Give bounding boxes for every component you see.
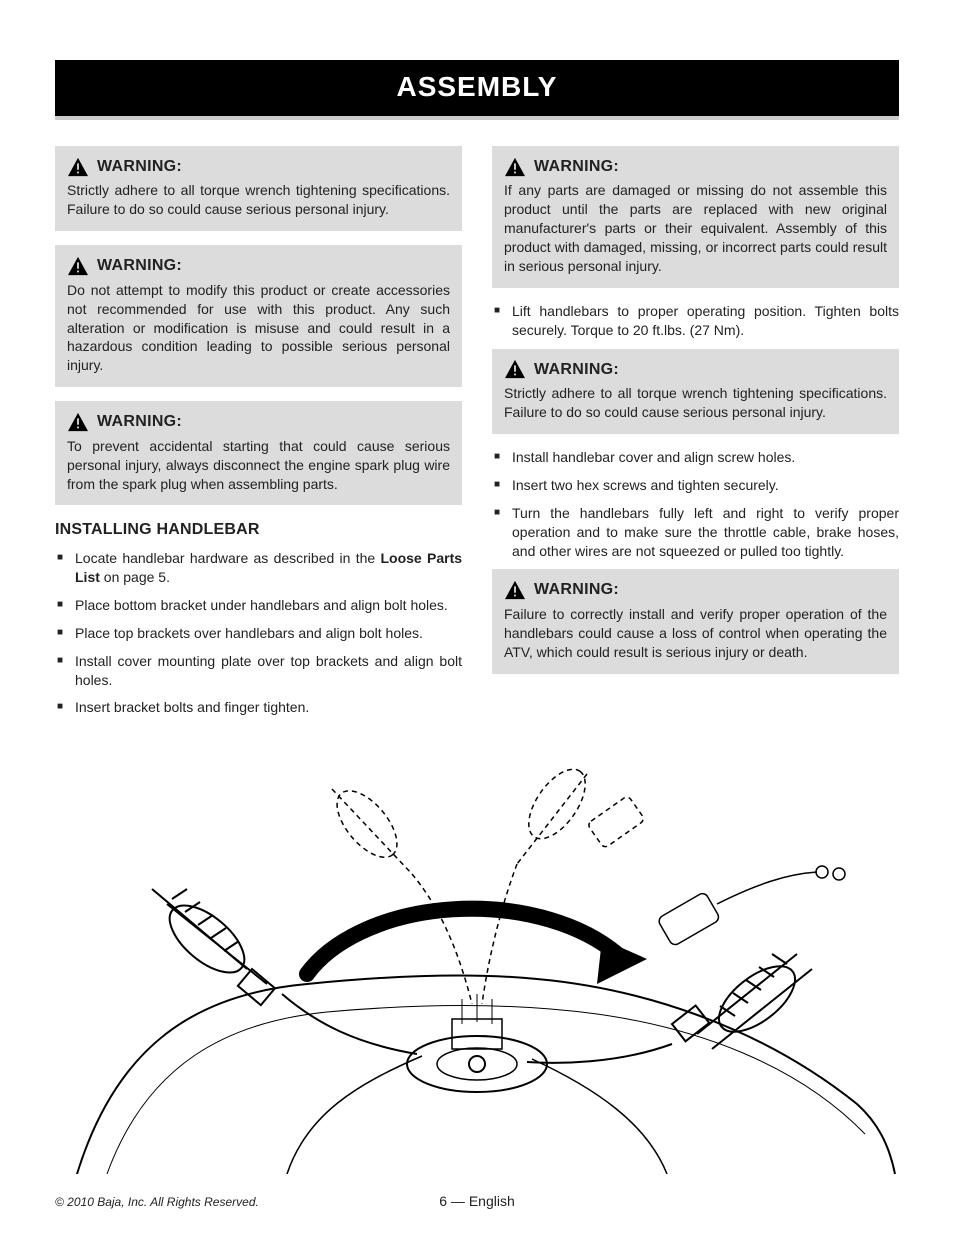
page-number: 6 — English [439,1192,514,1211]
list-item-text: Locate handlebar hardware as described i… [75,550,380,566]
warning-box: WARNING: Strictly adhere to all torque w… [55,146,462,231]
left-column: WARNING: Strictly adhere to all torque w… [55,146,462,727]
warning-triangle-icon [504,157,526,177]
list-item: Install handlebar cover and align screw … [492,448,899,467]
warning-label: WARNING: [534,156,619,178]
warning-triangle-icon [504,580,526,600]
content-columns: WARNING: Strictly adhere to all torque w… [55,146,899,727]
warning-text: Failure to correctly install and verify … [504,605,887,662]
section-title-bar: ASSEMBLY [55,60,899,120]
list-item: Turn the handlebars fully left and right… [492,504,899,561]
handlebar-illustration [55,744,899,1174]
warning-label: WARNING: [97,255,182,277]
list-item: Install cover mounting plate over top br… [55,652,462,690]
copyright-text: © 2010 Baja, Inc. All Rights Reserved. [55,1195,259,1209]
warning-triangle-icon [67,157,89,177]
warning-text: To prevent accidental starting that coul… [67,437,450,494]
warning-triangle-icon [67,412,89,432]
list-item-text: on page 5. [100,569,170,585]
warning-box: WARNING: Strictly adhere to all torque w… [492,349,899,434]
warning-triangle-icon [67,256,89,276]
step-list: Install handlebar cover and align screw … [492,448,899,560]
warning-text: If any parts are damaged or missing do n… [504,181,887,275]
warning-text: Strictly adhere to all torque wrench tig… [67,181,450,219]
list-item: Place top brackets over handlebars and a… [55,624,462,643]
warning-label: WARNING: [534,579,619,601]
subsection-heading: INSTALLING HANDLEBAR [55,519,462,541]
page-footer: © 2010 Baja, Inc. All Rights Reserved. 6… [55,1192,899,1212]
warning-label: WARNING: [534,359,619,381]
step-list: Lift handlebars to proper operating posi… [492,302,899,340]
step-list: Locate handlebar hardware as described i… [55,549,462,717]
list-item: Locate handlebar hardware as described i… [55,549,462,587]
warning-label: WARNING: [97,156,182,178]
warning-text: Do not attempt to modify this product or… [67,281,450,375]
warning-label: WARNING: [97,411,182,433]
list-item: Place bottom bracket under handlebars an… [55,596,462,615]
warning-box: WARNING: If any parts are damaged or mis… [492,146,899,288]
warning-text: Strictly adhere to all torque wrench tig… [504,384,887,422]
handlebar-diagram-icon [55,744,899,1174]
warning-box: WARNING: To prevent accidental starting … [55,401,462,505]
list-item: Insert two hex screws and tighten secure… [492,476,899,495]
list-item: Lift handlebars to proper operating posi… [492,302,899,340]
right-column: WARNING: If any parts are damaged or mis… [492,146,899,727]
warning-triangle-icon [504,359,526,379]
list-item: Insert bracket bolts and finger tighten. [55,698,462,717]
warning-box: WARNING: Do not attempt to modify this p… [55,245,462,387]
warning-box: WARNING: Failure to correctly install an… [492,569,899,673]
